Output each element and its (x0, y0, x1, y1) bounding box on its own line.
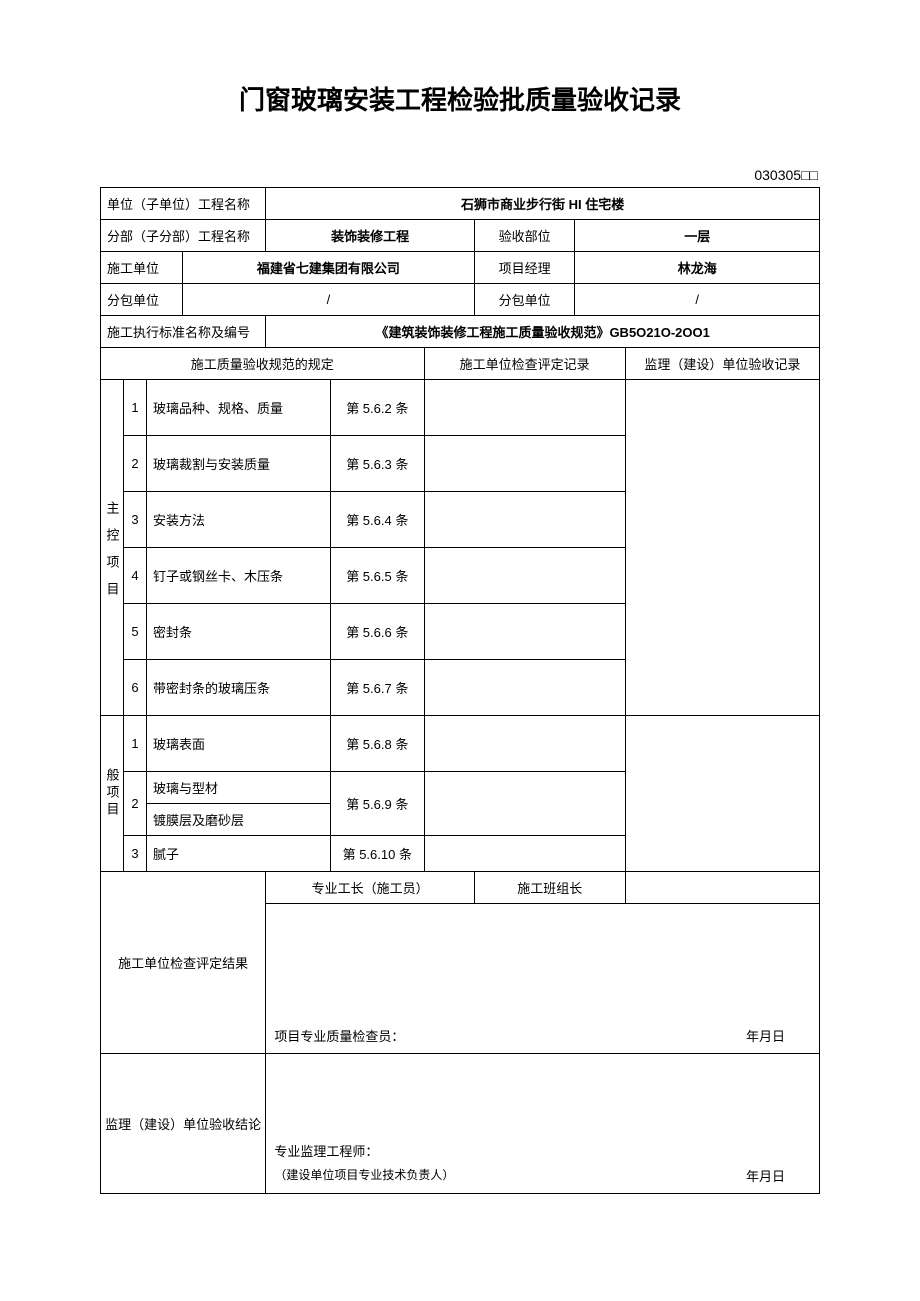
pm-label: 项目经理 (474, 252, 575, 284)
header-row: 分部（子分部）工程名称 装饰装修工程 验收部位 一层 (101, 220, 820, 252)
owner-tech-label: （建设单位项目专业技术负责人） (274, 1166, 454, 1185)
general-item-row: 般项目 1 玻璃表面 第 5.6.8 条 (101, 716, 820, 772)
pm-value: 林龙海 (575, 252, 820, 284)
check-cell (424, 772, 625, 836)
accept-part-value: 一层 (575, 220, 820, 252)
document-code: 030305□□ (100, 167, 820, 183)
spec-col-label: 施工质量验收规范的规定 (101, 348, 425, 380)
check-cell (424, 548, 625, 604)
main-item-row: 主控项目 1 玻璃品种、规格、质量 第 5.6.2 条 (101, 380, 820, 436)
general-section-label: 般项目 (101, 716, 124, 872)
supervisor-cell (625, 380, 819, 716)
check-cell (424, 836, 625, 872)
subcontract-value: / (182, 284, 474, 316)
result-label: 施工单位检查评定结果 (101, 872, 266, 1054)
item-num: 1 (124, 380, 147, 436)
item-desc: 镀膜层及磨砂层 (147, 804, 331, 836)
inspection-table: 单位（子单位）工程名称 石狮市商业步行街 HI 住宅楼 分部（子分部）工程名称 … (100, 187, 820, 1194)
supervisor-check-col-label: 监理（建设）单位验收记录 (625, 348, 819, 380)
item-desc: 玻璃与型材 (147, 772, 331, 804)
subunit-project-label: 分部（子分部）工程名称 (101, 220, 266, 252)
check-cell (424, 492, 625, 548)
item-num: 2 (124, 772, 147, 836)
item-desc: 玻璃裁割与安装质量 (147, 436, 331, 492)
item-clause: 第 5.6.9 条 (331, 772, 424, 836)
subunit-project-value: 装饰装修工程 (266, 220, 475, 252)
subcontract-label: 分包单位 (101, 284, 183, 316)
date-label: 年月日 (746, 1166, 785, 1185)
item-desc: 钉子或钢丝卡、木压条 (147, 548, 331, 604)
item-num: 5 (124, 604, 147, 660)
date-label: 年月日 (746, 1026, 785, 1045)
document-title: 门窗玻璃安装工程检验批质量验收记录 (100, 80, 820, 117)
item-clause: 第 5.6.3 条 (331, 436, 424, 492)
accept-part-label: 验收部位 (474, 220, 575, 252)
item-clause: 第 5.6.10 条 (331, 836, 424, 872)
item-num: 3 (124, 836, 147, 872)
quality-inspector-label: 项目专业质量检查员： (274, 1026, 404, 1045)
item-num: 2 (124, 436, 147, 492)
item-clause: 第 5.6.5 条 (331, 548, 424, 604)
item-clause: 第 5.6.6 条 (331, 604, 424, 660)
item-clause: 第 5.6.2 条 (331, 380, 424, 436)
check-cell (424, 660, 625, 716)
unit-project-value: 石狮市商业步行街 HI 住宅楼 (266, 188, 820, 220)
team-leader-value (625, 872, 819, 904)
standard-label: 施工执行标准名称及编号 (101, 316, 266, 348)
quality-inspector-cell: 项目专业质量检查员： 年月日 (266, 904, 820, 1054)
result-header-row: 施工单位检查评定结果 专业工长（施工员） 施工班组长 (101, 872, 820, 904)
item-desc: 密封条 (147, 604, 331, 660)
team-leader-label: 施工班组长 (474, 872, 625, 904)
supervisor-cell (625, 716, 819, 872)
supervisor-engineer-cell: 专业监理工程师： （建设单位项目专业技术负责人） 年月日 (266, 1054, 820, 1194)
header-row: 施工执行标准名称及编号 《建筑装饰装修工程施工质量验收规范》GB5O21O-2O… (101, 316, 820, 348)
construction-unit-value: 福建省七建集团有限公司 (182, 252, 474, 284)
check-cell (424, 436, 625, 492)
subcontract-unit-value: / (575, 284, 820, 316)
item-num: 1 (124, 716, 147, 772)
standard-value: 《建筑装饰装修工程施工质量验收规范》GB5O21O-2OO1 (266, 316, 820, 348)
column-header-row: 施工质量验收规范的规定 施工单位检查评定记录 监理（建设）单位验收记录 (101, 348, 820, 380)
conclusion-row: 监理（建设）单位验收结论 专业监理工程师： （建设单位项目专业技术负责人） 年月… (101, 1054, 820, 1194)
item-desc: 腻子 (147, 836, 331, 872)
check-cell (424, 716, 625, 772)
main-section-label: 主控项目 (101, 380, 124, 716)
header-row: 单位（子单位）工程名称 石狮市商业步行街 HI 住宅楼 (101, 188, 820, 220)
unit-check-col-label: 施工单位检查评定记录 (424, 348, 625, 380)
item-num: 4 (124, 548, 147, 604)
item-desc: 玻璃表面 (147, 716, 331, 772)
unit-project-label: 单位（子单位）工程名称 (101, 188, 266, 220)
item-num: 3 (124, 492, 147, 548)
construction-unit-label: 施工单位 (101, 252, 183, 284)
item-clause: 第 5.6.8 条 (331, 716, 424, 772)
item-desc: 安装方法 (147, 492, 331, 548)
subcontract-unit-label: 分包单位 (474, 284, 575, 316)
header-row: 分包单位 / 分包单位 / (101, 284, 820, 316)
check-cell (424, 604, 625, 660)
supervisor-conclusion-label: 监理（建设）单位验收结论 (101, 1054, 266, 1194)
item-desc: 带密封条的玻璃压条 (147, 660, 331, 716)
item-clause: 第 5.6.4 条 (331, 492, 424, 548)
foreman-label: 专业工长（施工员） (266, 872, 475, 904)
item-clause: 第 5.6.7 条 (331, 660, 424, 716)
item-num: 6 (124, 660, 147, 716)
header-row: 施工单位 福建省七建集团有限公司 项目经理 林龙海 (101, 252, 820, 284)
check-cell (424, 380, 625, 436)
item-desc: 玻璃品种、规格、质量 (147, 380, 331, 436)
supervisor-engineer-label: 专业监理工程师： (274, 1141, 815, 1160)
